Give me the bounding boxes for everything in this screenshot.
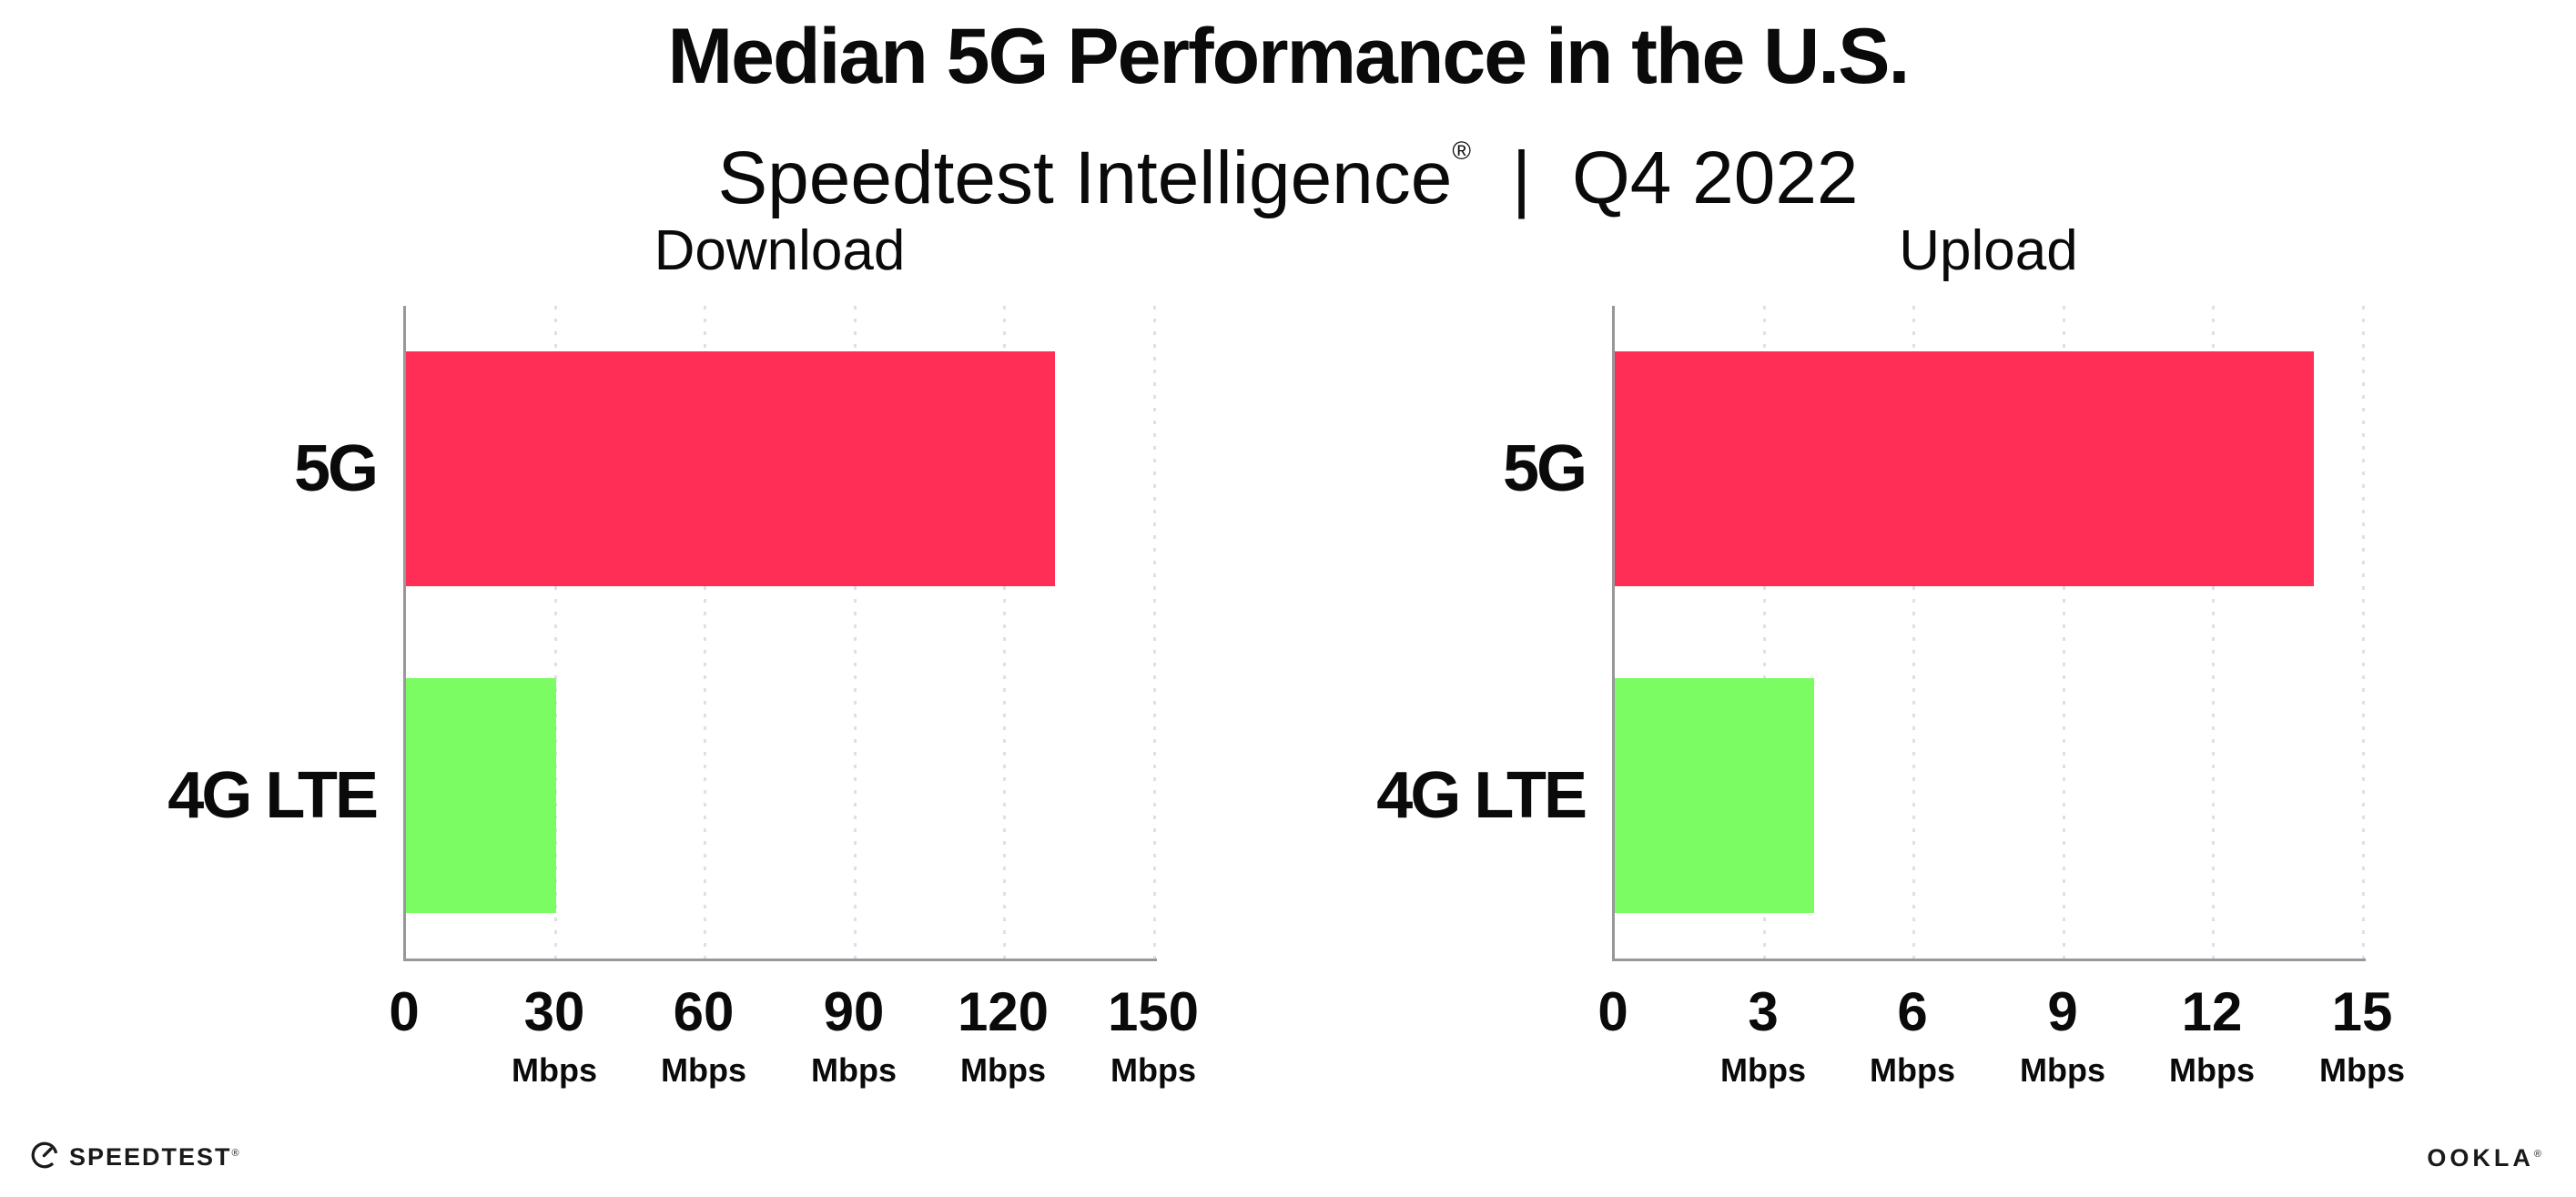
x-tick-unit: Mbps [811,1051,897,1089]
speedtest-gauge-icon [31,1141,58,1169]
gridline [1912,306,1916,959]
x-tick-value: 90 [823,981,885,1042]
x-tick: 30 Mbps [454,983,654,1089]
x-tick-unit: Mbps [960,1051,1046,1089]
x-tick: 60 Mbps [603,983,804,1089]
gridline [2062,306,2065,959]
ookla-wordmark: OOKLA [2427,1144,2534,1172]
chart-title: Upload [1899,219,2078,282]
upload-chart: Upload 5G 4G LTE 0 3 Mbps 6 Mbps 9 Mbps 12 Mbps 15 Mb… [1376,0,2405,1197]
plot-area [1612,306,2366,961]
gridline [1153,306,1156,959]
x-tick-unit: Mbps [2020,1051,2105,1089]
x-tick: 15 Mbps [2262,983,2462,1089]
registered-mark: ® [231,1148,241,1159]
x-tick: 6 Mbps [1812,983,2013,1089]
x-tick-value: 3 [1748,981,1779,1042]
gridline [704,306,707,959]
download-chart: Download 5G 4G LTE 0 30 Mbps 60 Mbps 90 Mbps 120 Mb… [167,0,1199,1197]
x-tick-unit: Mbps [1870,1051,1955,1089]
x-tick: 0 [304,983,504,1041]
category-label: 4G LTE [1376,759,1587,832]
chart-title: Download [654,219,906,282]
x-tick-unit: Mbps [1720,1051,1806,1089]
x-tick-unit: Mbps [1111,1051,1196,1089]
x-tick-value: 6 [1897,981,1928,1042]
category-label: 4G LTE [167,759,379,832]
x-tick-value: 0 [1597,981,1628,1042]
x-tick: 120 Mbps [903,983,1103,1089]
page-subtitle: Speedtest Intelligence® | Q4 2022 [0,107,2576,222]
x-tick-unit: Mbps [661,1051,746,1089]
x-tick-value: 15 [2331,981,2393,1042]
speedtest-wordmark: SPEEDTEST® [69,1143,241,1171]
plot-area [403,306,1157,961]
registered-mark: ® [1452,137,1472,165]
x-tick-unit: Mbps [512,1051,597,1089]
subtitle-divider: | [1511,137,1532,219]
gridline [853,306,857,959]
bar-4g-lte [406,678,556,913]
category-label: 5G [1502,432,1587,505]
x-tick-value: 150 [1107,981,1200,1042]
x-tick-value: 0 [389,981,420,1042]
x-tick-value: 12 [2181,981,2243,1042]
x-tick: 90 Mbps [754,983,954,1089]
x-tick-unit: Mbps [2169,1051,2255,1089]
x-tick: 0 [1513,983,1713,1041]
gridline [1003,306,1007,959]
x-tick-value: 9 [2047,981,2078,1042]
ookla-logo: OOKLA® [2427,1140,2545,1172]
subtitle-brand: Speedtest Intelligence [717,137,1453,219]
bar-4g-lte [1615,678,1814,913]
gridline [1762,306,1766,959]
speedtest-logo: SPEEDTEST® [29,1138,241,1172]
x-tick-value: 120 [957,981,1050,1042]
x-tick: 150 Mbps [1053,983,1253,1089]
gridline [2212,306,2216,959]
gridline [2362,306,2365,959]
page-title: Median 5G Performance in the U.S. [667,13,1911,100]
bar-5g [1615,351,2314,586]
registered-mark: ® [2533,1149,2545,1160]
subtitle-period: Q4 2022 [1571,137,1859,219]
gridline [553,306,557,959]
bar-5g [406,351,1055,586]
x-tick-value: 60 [673,981,735,1042]
x-tick: 12 Mbps [2112,983,2312,1089]
category-label: 5G [293,432,379,505]
x-tick-value: 30 [523,981,585,1042]
x-tick-unit: Mbps [2319,1051,2405,1089]
x-tick: 3 Mbps [1663,983,1863,1089]
x-tick: 9 Mbps [1962,983,2163,1089]
